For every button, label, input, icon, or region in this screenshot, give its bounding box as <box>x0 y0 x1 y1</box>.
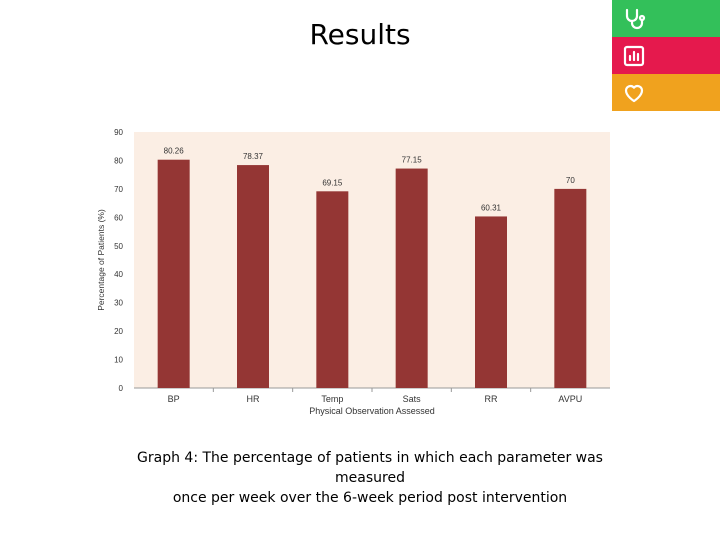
figure-caption: Graph 4: The percentage of patients in w… <box>100 448 640 508</box>
y-tick-label: 30 <box>114 299 123 308</box>
y-tick-label: 40 <box>114 270 123 279</box>
y-tick-label: 60 <box>114 213 123 222</box>
y-tick-label: 80 <box>114 156 123 165</box>
y-tick-label: 20 <box>114 327 123 336</box>
bar <box>237 165 269 388</box>
corner-tab-heart <box>612 74 720 111</box>
slide-title: Results <box>309 18 411 51</box>
y-tick-label: 70 <box>114 185 123 194</box>
corner-tab-bar-chart <box>612 37 720 74</box>
bar-chart-icon <box>623 45 645 66</box>
y-tick-label: 0 <box>119 384 124 393</box>
y-tick-label: 50 <box>114 242 123 251</box>
bar <box>554 188 587 388</box>
corner-tab-stethoscope <box>612 0 720 37</box>
stethoscope-icon <box>625 8 646 29</box>
y-tick-label: 10 <box>114 356 123 365</box>
x-tick-label: HR <box>247 394 260 404</box>
x-tick-label: BP <box>168 394 180 404</box>
caption-line-1: Graph 4: The percentage of patients in w… <box>137 450 603 486</box>
heart-icon <box>624 84 644 102</box>
bar-chart-svg: 0 10 20 30 40 50 60 70 80 90 80.26 BP 78.37 HR 69.15 Te… <box>96 128 610 416</box>
data-label: 70 <box>566 176 575 185</box>
x-tick-label: RR <box>485 394 498 404</box>
bar <box>475 216 507 388</box>
data-label: 69.15 <box>322 178 343 187</box>
x-tick-label: AVPU <box>558 394 582 404</box>
data-label: 78.37 <box>243 152 264 161</box>
y-tick-label: 90 <box>114 128 123 137</box>
data-label: 77.15 <box>402 156 423 165</box>
bar-chart: 0 10 20 30 40 50 60 70 80 90 80.26 BP 78.37 HR 69.15 Te… <box>96 124 616 424</box>
bar <box>157 159 190 388</box>
x-axis-title: Physical Observation Assessed <box>309 406 435 416</box>
data-label: 80.26 <box>164 147 185 156</box>
caption-line-2: once per week over the 6-week period pos… <box>172 490 568 506</box>
bar <box>316 191 349 388</box>
x-tick-label: Temp <box>321 394 343 404</box>
bar <box>395 168 428 388</box>
plot-area <box>134 132 610 388</box>
data-label: 60.31 <box>481 203 502 212</box>
y-axis-title: Percentage of Patients (%) <box>96 209 106 311</box>
x-tick-label: Sats <box>403 394 422 404</box>
